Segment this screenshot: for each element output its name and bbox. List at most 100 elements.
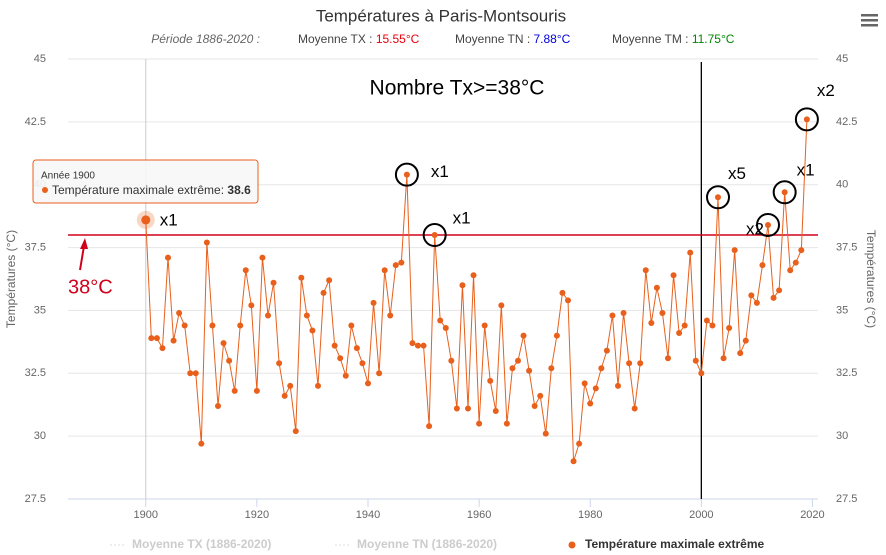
- point: [376, 370, 383, 377]
- legend-item-hidden[interactable]: Moyenne TN (1886-2020): [357, 537, 497, 551]
- x-tick-label: 1900: [134, 509, 158, 521]
- point: [798, 247, 805, 254]
- point: [698, 370, 705, 377]
- point: [570, 458, 577, 465]
- point: [265, 312, 271, 319]
- subtitle-label: Moyenne TN :: [455, 32, 530, 46]
- point: [409, 340, 416, 347]
- point: [242, 267, 249, 274]
- point: [159, 345, 166, 352]
- point: [365, 380, 371, 387]
- point: [681, 322, 688, 329]
- menu-bar[interactable]: [861, 14, 878, 17]
- y2-tick-label: 40: [836, 179, 848, 191]
- annotation-circle: [756, 212, 780, 237]
- point: [465, 405, 471, 412]
- tooltip-box: [32, 159, 259, 204]
- point: [209, 322, 216, 329]
- point: [781, 189, 788, 196]
- tooltip-value: 38.6: [227, 183, 251, 197]
- chart-title: Températures à Paris-Montsouris: [316, 6, 566, 25]
- subtitle-item: Moyenne TX : 15.55°C: [298, 32, 420, 46]
- point: [181, 322, 188, 329]
- x-tick-label: 1920: [245, 509, 269, 521]
- point: [598, 365, 605, 372]
- y-tick-label: 35: [34, 304, 46, 316]
- annotation-circle: [422, 223, 447, 247]
- point: [448, 357, 455, 364]
- subtitle-period: Période 1886-2020 :: [151, 32, 260, 46]
- point: [292, 428, 299, 435]
- point: [609, 312, 616, 319]
- point: [576, 440, 583, 447]
- point: [153, 335, 160, 342]
- y-tick-label: 37.5: [25, 241, 46, 253]
- point: [759, 262, 766, 269]
- point: [141, 215, 151, 225]
- point: [253, 387, 260, 394]
- annotation-label: x2: [746, 219, 764, 238]
- y-tick-label: 45: [34, 53, 46, 65]
- point: [765, 221, 771, 228]
- hamburger-menu[interactable]: [861, 14, 878, 27]
- y2-tick-label: 27.5: [836, 493, 857, 505]
- point: [270, 279, 277, 286]
- point: [776, 287, 783, 294]
- point: [659, 309, 666, 316]
- point: [648, 320, 655, 326]
- point: [320, 289, 327, 296]
- point: [548, 365, 555, 372]
- y-axis-label: Températures (°C): [4, 230, 18, 328]
- point: [148, 335, 155, 342]
- point: [198, 440, 205, 447]
- point: [631, 405, 638, 412]
- annotation-label: x1: [160, 210, 178, 229]
- threshold-label: 38°C: [68, 276, 113, 298]
- point: [415, 342, 421, 349]
- point: [526, 367, 533, 374]
- subtitle-value: 11.75°C: [692, 32, 735, 46]
- point: [770, 294, 777, 301]
- y2-tick-label: 30: [836, 430, 848, 442]
- point: [626, 360, 633, 367]
- annotation-circle: [772, 180, 797, 205]
- point: [603, 347, 610, 354]
- point: [442, 325, 449, 332]
- annotation-circle: [706, 185, 730, 210]
- tooltip-title: Année 1900: [41, 171, 95, 182]
- point: [687, 249, 694, 256]
- point: [426, 423, 433, 430]
- point: [276, 360, 283, 367]
- legend-item[interactable]: Température maximale extrême: [585, 537, 765, 551]
- menu-bar[interactable]: [861, 19, 878, 22]
- point: [420, 342, 427, 349]
- annotation-label: x1: [431, 162, 449, 181]
- point: [748, 292, 755, 299]
- y-tick-label: 42.5: [25, 116, 46, 128]
- menu-bar[interactable]: [861, 24, 878, 27]
- point: [203, 239, 210, 246]
- point: [665, 355, 671, 362]
- point: [398, 259, 405, 266]
- subtitle-value: 15.55°C: [376, 32, 420, 46]
- point: [165, 254, 171, 261]
- legend-item-hidden[interactable]: Moyenne TX (1886-2020): [132, 537, 271, 551]
- annotation-label: x5: [728, 164, 746, 183]
- point: [720, 355, 727, 362]
- y-tick-label: 30: [34, 430, 46, 442]
- point: [637, 360, 644, 367]
- y2-axis-label: Températures (°C): [864, 230, 878, 328]
- point: [709, 322, 716, 329]
- point: [387, 312, 394, 319]
- point: [248, 302, 255, 309]
- point: [520, 332, 527, 339]
- point: [326, 277, 333, 284]
- point: [176, 309, 183, 316]
- point: [559, 289, 566, 296]
- point: [392, 262, 399, 269]
- point: [531, 402, 538, 409]
- point: [231, 387, 238, 394]
- point: [453, 405, 460, 412]
- point: [726, 325, 733, 332]
